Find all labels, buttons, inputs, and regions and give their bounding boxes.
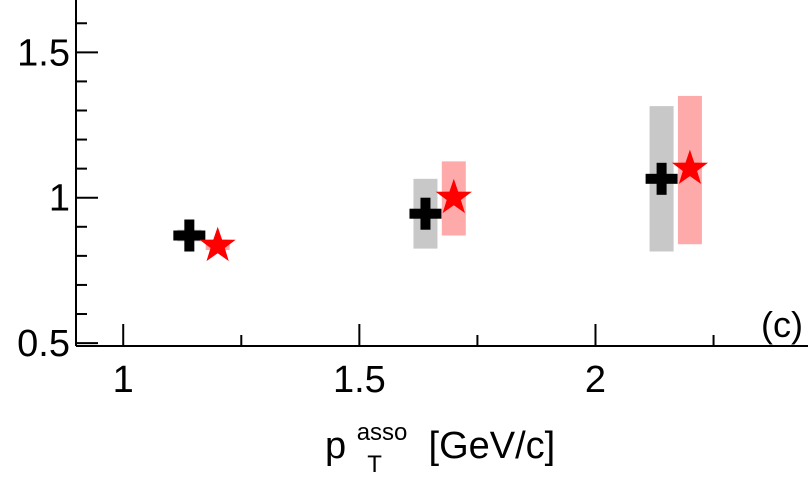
x-label-units: [GeV/c] xyxy=(429,425,556,467)
x-label-base: p xyxy=(325,425,346,467)
data-markers xyxy=(173,149,708,262)
cross-marker xyxy=(409,197,442,230)
x-tick-label: 1 xyxy=(113,359,134,401)
cross-marker-v xyxy=(420,197,431,230)
x-tick-label: 1.5 xyxy=(333,359,386,401)
axis-ticks: 0.5 1 1.5 1 1.5 2 xyxy=(17,22,715,401)
cross-marker xyxy=(173,219,206,252)
x-tick-label: 2 xyxy=(585,359,606,401)
star-marker xyxy=(671,149,708,184)
y-tick-label: 1 xyxy=(49,178,70,220)
x-label-superscript: asso xyxy=(357,419,408,446)
systematic-bands xyxy=(177,95,702,252)
y-tick-label: 0.5 xyxy=(17,323,70,365)
cross-marker-v xyxy=(656,162,667,195)
star-marker xyxy=(199,226,236,262)
y-tick-label: 1.5 xyxy=(17,32,70,74)
star-marker xyxy=(435,178,472,214)
cross-marker xyxy=(645,162,678,195)
x-label-subscript: T xyxy=(367,451,382,478)
x-axis-label: p asso T [GeV/c] xyxy=(325,407,555,478)
panel-label: (c) xyxy=(761,304,803,345)
cross-marker-v xyxy=(184,219,195,252)
